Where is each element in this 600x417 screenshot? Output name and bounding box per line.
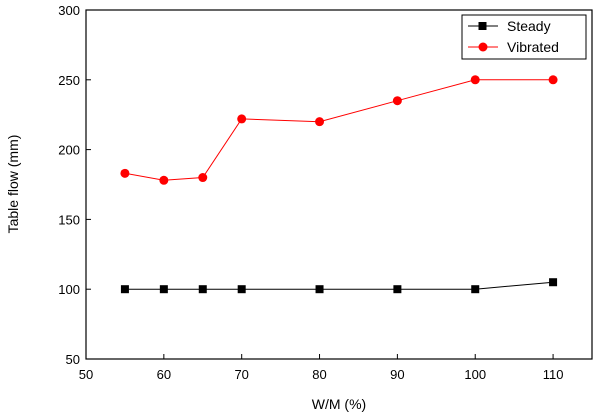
data-point-vibrated — [198, 173, 208, 183]
x-tick-label: 60 — [157, 367, 171, 382]
y-tick-label: 50 — [66, 352, 80, 367]
data-point-steady — [120, 285, 129, 294]
y-axis-title: Table flow (mm) — [5, 135, 21, 234]
x-tick-label: 70 — [234, 367, 248, 382]
y-tick-label: 200 — [58, 143, 80, 158]
legend: Steady Vibrated — [461, 14, 587, 60]
y-tick-label: 300 — [58, 3, 80, 18]
data-point-vibrated — [470, 75, 480, 85]
data-point-steady — [393, 285, 402, 294]
data-point-steady — [549, 278, 558, 287]
data-point-vibrated — [392, 96, 402, 106]
data-point-steady — [237, 285, 246, 294]
series-line-steady — [124, 281, 554, 290]
data-point-vibrated — [548, 75, 558, 85]
x-tick-label: 110 — [543, 367, 564, 382]
series-steady — [120, 278, 558, 294]
legend-label-steady: Steady — [507, 18, 551, 34]
y-tick-label: 100 — [58, 282, 80, 297]
series-line-vibrated — [124, 79, 554, 181]
data-point-steady — [471, 285, 480, 294]
x-tick-label: 90 — [390, 367, 404, 382]
y-tick-label: 150 — [58, 212, 80, 227]
legend-label-vibrated: Vibrated — [507, 39, 559, 55]
plot-frame — [85, 9, 593, 360]
series-vibrated — [120, 75, 558, 185]
data-point-vibrated — [159, 175, 169, 185]
x-axis-title: W/M (%) — [312, 396, 366, 412]
y-tick-label: 250 — [58, 73, 80, 88]
x-tick-label: 50 — [79, 367, 93, 382]
x-tick-label: 100 — [464, 367, 486, 382]
legend-marker-steady — [478, 22, 487, 30]
data-point-steady — [315, 285, 324, 294]
legend-marker-vibrated — [478, 42, 488, 52]
data-point-vibrated — [315, 117, 325, 127]
data-point-steady — [159, 285, 168, 294]
x-tick-label: 80 — [312, 367, 326, 382]
data-point-steady — [198, 285, 207, 294]
data-point-vibrated — [237, 114, 247, 124]
data-point-vibrated — [120, 168, 130, 178]
